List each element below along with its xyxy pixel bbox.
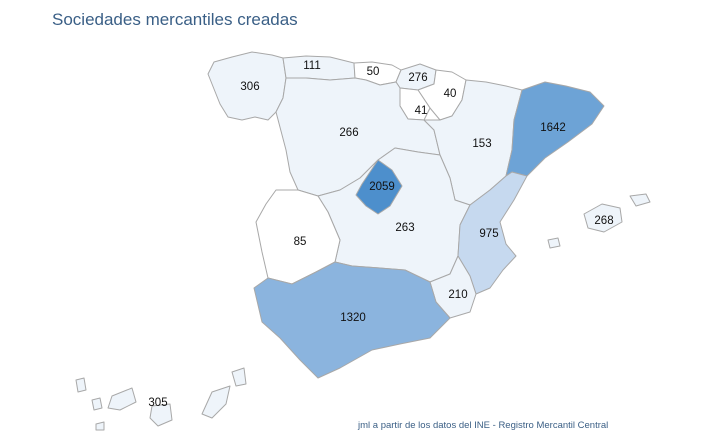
- region-canarias-shape-gran-canaria: [149, 403, 173, 427]
- region-valencia-shape: [457, 171, 528, 295]
- value-label-extremadura: 85: [294, 236, 307, 248]
- value-label-canarias: 305: [148, 397, 167, 409]
- region-cataluna[interactable]: [505, 81, 605, 177]
- region-canarias-shape-la-gomera: [91, 397, 103, 411]
- value-label-la-rioja: 41: [415, 105, 428, 117]
- region-baleares-shape-menorca: [629, 193, 651, 207]
- value-labels: 306 111 50 276 40 41 266 153 1642 2059 2…: [148, 60, 613, 409]
- region-madrid[interactable]: [355, 159, 403, 215]
- value-label-valencia: 975: [479, 228, 498, 240]
- region-canarias-shape-fuerteventura: [201, 385, 231, 419]
- value-label-asturias: 111: [303, 60, 320, 72]
- region-valencia[interactable]: [457, 171, 528, 295]
- value-label-pais-vasco: 276: [408, 72, 427, 84]
- region-baleares-shape-mallorca: [583, 203, 623, 233]
- source-note: jml a partir de los datos del INE - Regi…: [358, 420, 609, 431]
- region-baleares[interactable]: [547, 193, 651, 249]
- region-canarias[interactable]: [75, 367, 247, 431]
- value-label-galicia: 306: [240, 81, 259, 93]
- value-label-navarra: 40: [444, 88, 457, 100]
- value-label-murcia: 210: [448, 289, 467, 301]
- map-title: Sociedades mercantiles creadas: [52, 10, 298, 29]
- value-label-cantabria: 50: [367, 66, 380, 78]
- region-canarias-shape-tenerife: [107, 387, 137, 411]
- region-galicia[interactable]: [207, 51, 287, 121]
- region-canarias-shape-el-hierro: [95, 421, 105, 431]
- region-canarias-shape-lanzarote: [231, 367, 247, 387]
- region-cataluna-shape: [505, 81, 605, 177]
- value-label-baleares: 268: [594, 215, 613, 227]
- value-label-madrid: 2059: [369, 181, 395, 193]
- value-label-cataluna: 1642: [540, 122, 566, 134]
- region-canarias-shape-la-palma: [75, 377, 87, 393]
- region-galicia-shape: [207, 51, 287, 121]
- value-label-andalucia: 1320: [340, 312, 366, 324]
- value-label-castilla-la-mancha: 263: [395, 222, 414, 234]
- region-andalucia[interactable]: [253, 261, 451, 379]
- region-baleares-shape-ibiza: [547, 237, 561, 249]
- region-andalucia-shape: [253, 261, 451, 379]
- value-label-castilla-leon: 266: [339, 127, 358, 139]
- value-label-aragon: 153: [472, 138, 491, 150]
- region-madrid-shape: [355, 159, 403, 215]
